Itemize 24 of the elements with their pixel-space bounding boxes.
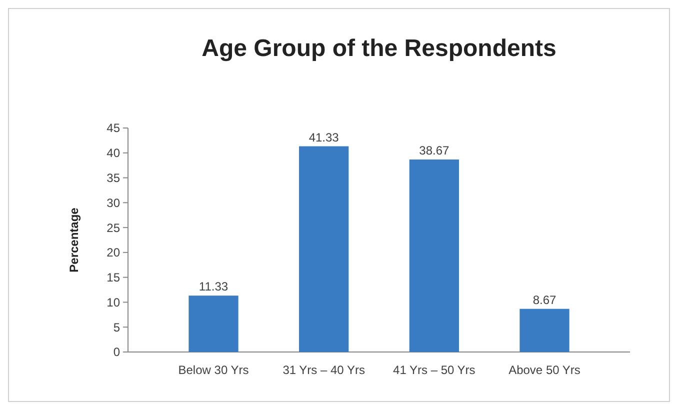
x-tick-label: Below 30 Yrs	[178, 363, 249, 377]
bar	[188, 296, 238, 352]
y-tick-label: 10	[106, 295, 120, 310]
x-tick-label: 41 Yrs – 50 Yrs	[393, 363, 476, 377]
data-label: 38.67	[419, 144, 450, 158]
bar	[409, 160, 459, 352]
data-label: 8.67	[532, 292, 556, 307]
y-tick-label: 45	[106, 121, 120, 136]
data-label: 41.33	[308, 130, 340, 144]
y-tick-label: 30	[106, 196, 120, 210]
y-tick-label: 0	[113, 345, 120, 360]
y-axis-title: Percentage	[67, 207, 81, 272]
y-tick-label: 20	[106, 246, 120, 260]
y-tick-label: 40	[106, 146, 120, 160]
y-tick-label: 25	[106, 220, 120, 235]
x-tick-label: 31 Yrs – 40 Yrs	[282, 363, 365, 377]
y-tick-label: 5	[113, 320, 120, 334]
bar	[299, 146, 349, 352]
y-tick-label: 35	[106, 170, 120, 185]
y-tick-label: 15	[106, 270, 120, 285]
data-label: 11.33	[198, 280, 228, 294]
x-tick-label: Above 50 Yrs	[508, 363, 580, 377]
chart-title: Age Group of the Respondents	[202, 35, 556, 62]
bar	[520, 308, 570, 352]
